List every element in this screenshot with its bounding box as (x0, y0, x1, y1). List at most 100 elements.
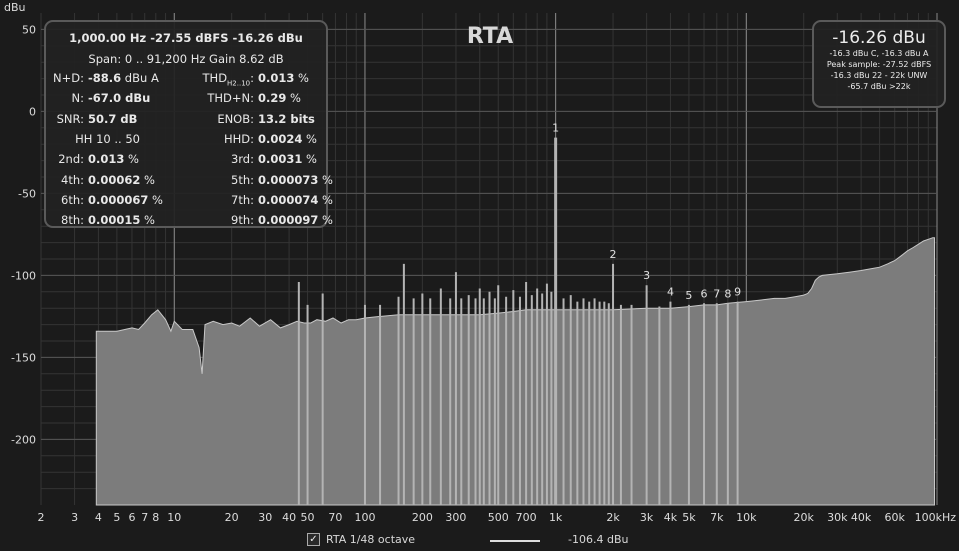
stats-header-span: Span: 0 .. 91,200 Hz Gain 8.62 dB (88, 52, 284, 66)
stats-value: -67.0 dBu (88, 91, 151, 106)
spectrum-series (95, 137, 935, 506)
level-detail-3: -16.3 dBu 22 - 22k UNW (830, 71, 928, 80)
stats-row: HH 10 .. 50 HHD: 0.0024 % (46, 132, 326, 148)
x-tick-label: 1k (549, 511, 563, 524)
x-tick-label: 10k (736, 511, 757, 524)
stats-value: 0.000074 % (258, 192, 333, 207)
harmonic-marker-5: 5 (685, 289, 692, 302)
x-tick-label: 8 (152, 511, 159, 524)
harmonic-markers: 1 2 3 4 5 6 7 8 9 (552, 122, 741, 302)
x-tick-label: 5k (682, 511, 696, 524)
x-tick-label: 6 (128, 511, 135, 524)
x-tick-label: 4 (95, 511, 102, 524)
harmonic-marker-6: 6 (701, 287, 708, 300)
harmonic-marker-2: 2 (610, 248, 617, 261)
stats-value: 0.000073 % (258, 172, 333, 187)
stats-label: 9th: (231, 213, 254, 228)
y-axis-label: dBu (4, 1, 26, 14)
stats-label: 8th: (61, 213, 84, 228)
x-tick-label: 5 (113, 511, 120, 524)
legend-line-swatch (490, 540, 540, 542)
y-tick-label: -50 (18, 187, 36, 200)
stats-row: 4th: 0.00062 % 5th: 0.000073 % (46, 172, 333, 189)
harmonic-marker-8: 8 (724, 287, 731, 300)
x-tick-label: 500 (488, 511, 509, 524)
stats-row: 2nd: 0.013 % 3rd: 0.0031 % (46, 152, 326, 168)
x-tick-label: 60k (885, 511, 906, 524)
spectrum-area (95, 237, 935, 506)
harmonic-marker-4: 4 (667, 286, 674, 299)
x-tick-label: 30 (258, 511, 272, 524)
x-tick-label: 70 (328, 511, 342, 524)
stats-row: N+D: -88.6 dBu A THDH2..10: 0.013 % (46, 71, 326, 87)
x-tick-label: 200 (412, 511, 433, 524)
level-detail-2: Peak sample: -27.52 dBFS (826, 60, 932, 69)
x-tick-label: 2k (606, 511, 620, 524)
stats-value: 50.7 dB (88, 111, 138, 126)
stats-value: 0.00062 % (88, 172, 155, 187)
level-readout-panel[interactable]: -16.26 dBu -16.3 dBu C, -16.3 dBu A Peak… (812, 20, 946, 108)
chart-title: RTA (467, 24, 513, 49)
stats-value: 0.013 % (88, 152, 139, 167)
stats-label: HH 10 .. 50 (75, 131, 140, 146)
legend-level-value: -106.4 dBu (568, 533, 629, 546)
chart-legend: ✓ RTA 1/48 octave -106.4 dBu (0, 531, 959, 551)
stats-value: 0.013 % (258, 71, 309, 85)
y-tick-label: 50 (22, 23, 36, 36)
stats-value: 0.0024 % (258, 131, 317, 146)
stats-label: 7th: (231, 192, 254, 207)
stats-row: SNR: 50.7 dB ENOB: 13.2 bits (46, 112, 326, 128)
stats-value: 0.29 % (258, 91, 301, 106)
stats-label: N+D: (53, 71, 84, 85)
harmonic-marker-7: 7 (713, 287, 720, 300)
y-tick-label: -150 (11, 351, 36, 364)
rta-series-label[interactable]: RTA 1/48 octave (326, 533, 416, 546)
harmonic-marker-9: 9 (734, 286, 741, 299)
stats-label: 5th: (231, 172, 254, 187)
x-tick-label: 40k (851, 511, 872, 524)
harmonic-marker-1: 1 (552, 122, 559, 135)
stats-label: ENOB: (217, 111, 254, 126)
stats-value: 13.2 bits (258, 111, 315, 126)
stats-row: 8th: 0.00015 % 9th: 0.000097 % (46, 213, 333, 229)
stats-label: 2nd: (58, 152, 84, 167)
stats-label: THDH2..10: (202, 71, 254, 88)
x-tick-label: 2 (38, 511, 45, 524)
x-tick-label: 20k (794, 511, 815, 524)
stats-value: 0.00015 % (88, 213, 155, 228)
x-tick-label: 20 (225, 511, 239, 524)
x-tick-label: 3k (640, 511, 654, 524)
stats-row: 6th: 0.000067 % 7th: 0.000074 % (46, 192, 333, 209)
stats-label: THD+N: (207, 91, 254, 106)
x-tick-label: 300 (445, 511, 466, 524)
x-tick-label: 7 (141, 511, 148, 524)
stats-label: 6th: (61, 192, 84, 207)
y-tick-label: -100 (11, 269, 36, 282)
y-tick-label: -200 (11, 433, 36, 446)
harmonic-marker-3: 3 (643, 269, 650, 282)
y-tick-label: 0 (29, 105, 36, 118)
stats-label: HHD: (223, 131, 254, 146)
x-tick-label: 10 (167, 511, 181, 524)
level-detail-4: -65.7 dBu >22k (847, 82, 911, 91)
rta-series-checkbox[interactable]: ✓ (307, 533, 320, 546)
stats-value: -88.6 dBu A (88, 71, 159, 85)
stats-label: SNR: (56, 111, 84, 126)
stats-label: 3rd: (230, 152, 254, 167)
x-tick-label: 7k (710, 511, 724, 524)
stats-header-frequency: 1,000.00 Hz -27.55 dBFS -16.26 dBu (69, 31, 303, 45)
x-tick-label: 700 (516, 511, 537, 524)
measurement-stats-panel[interactable]: 1,000.00 Hz -27.55 dBFS -16.26 dBu Span:… (44, 20, 333, 229)
stats-row: N: -67.0 dBu THD+N: 0.29 % (46, 91, 326, 107)
level-detail-1: -16.3 dBu C, -16.3 dBu A (829, 49, 929, 58)
x-tick-label: 40 (282, 511, 296, 524)
x-tick-label: 3 (71, 511, 78, 524)
x-tick-label: 100 (354, 511, 375, 524)
x-tick-label: 4k (664, 511, 678, 524)
stats-label: 4th: (61, 172, 84, 187)
x-tick-label: 30k (827, 511, 848, 524)
x-tick-label: 100kHz (915, 511, 957, 524)
stats-value: 0.0031 % (258, 152, 317, 167)
